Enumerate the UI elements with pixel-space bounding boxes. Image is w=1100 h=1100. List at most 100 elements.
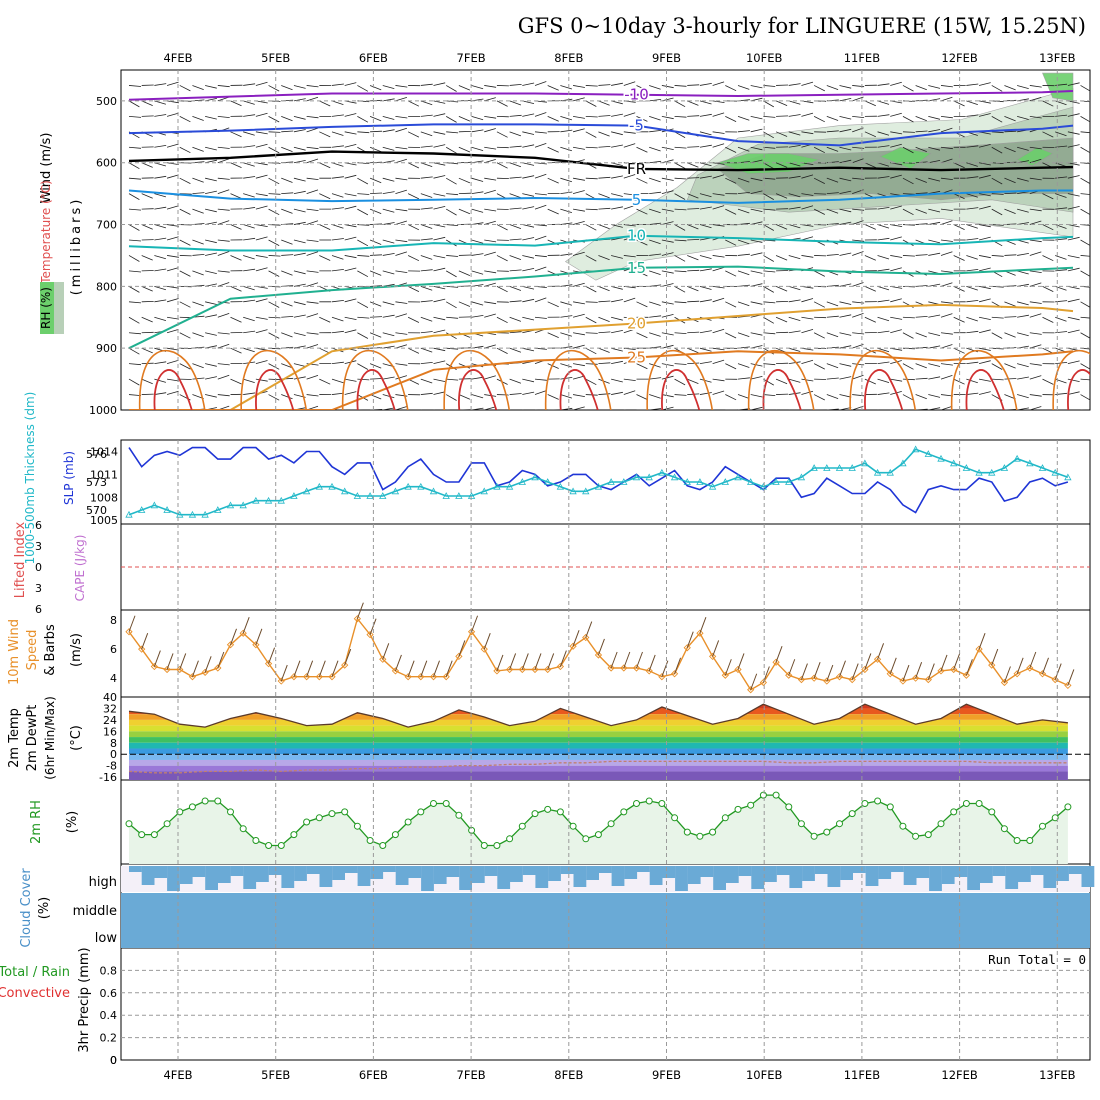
thickness-point <box>823 464 831 471</box>
pressure-tick: 600 <box>96 157 117 170</box>
wind-barb <box>636 116 648 122</box>
wind-barb <box>649 222 662 225</box>
wind-barb <box>788 100 801 105</box>
isotherm-30-lobe <box>255 369 295 410</box>
isotherm-25-lobe <box>646 349 714 410</box>
wind-barb <box>1067 131 1080 135</box>
temp-band <box>129 765 1068 772</box>
cloud-high-bar <box>154 866 168 878</box>
wind-barb <box>737 177 750 183</box>
wind-barb <box>712 285 725 289</box>
wind-barb <box>560 85 573 90</box>
wind-barb <box>661 394 674 398</box>
wind-barb <box>826 177 839 183</box>
wind-barb <box>509 224 522 229</box>
wind-barb <box>725 85 737 92</box>
wind-barb <box>890 378 903 382</box>
thickness-point <box>391 487 400 495</box>
wind-barb <box>369 363 382 369</box>
wind-barb <box>458 177 471 184</box>
wind-barb <box>268 146 280 154</box>
wind-barb <box>585 347 597 355</box>
wind-barb <box>991 146 1003 154</box>
wind-barb <box>205 146 217 151</box>
wind-barb <box>446 100 459 103</box>
wind-barb <box>268 270 280 277</box>
isotherm--10 <box>128 90 1074 101</box>
wind-barb <box>281 146 293 152</box>
wind-barb <box>687 224 699 230</box>
rh2m-point <box>531 810 539 818</box>
wind-barb <box>1080 193 1090 195</box>
wind-barb <box>940 220 953 225</box>
rh2m-point <box>138 831 146 839</box>
wind-barb <box>750 363 763 367</box>
wind-barb <box>230 255 242 261</box>
rh2m-point <box>861 800 869 807</box>
wind-barb <box>128 363 142 366</box>
rh2m-point <box>1064 803 1072 811</box>
wind-barb <box>496 100 508 107</box>
wind-barb <box>940 177 953 180</box>
wind-barb <box>167 316 179 320</box>
temp2m-tick: 32 <box>103 702 117 715</box>
wind-barb <box>293 376 306 380</box>
wind-barb <box>585 378 597 386</box>
wind-barb <box>433 298 446 303</box>
wind-barb <box>737 130 750 133</box>
isotherm-label: 15 <box>627 259 646 277</box>
wind-barb <box>243 237 256 241</box>
wind-barb <box>230 316 242 323</box>
wind-barb <box>344 236 357 241</box>
wind-barb <box>382 129 395 133</box>
wind-barb <box>370 316 383 318</box>
wind-barb <box>281 332 293 338</box>
wind-barb <box>775 378 788 385</box>
wind10-barb <box>597 638 605 656</box>
wind-barb <box>205 208 217 213</box>
rh2m-point <box>1039 822 1046 830</box>
wind-barb <box>154 175 167 179</box>
wind-barb <box>534 204 547 210</box>
wind-barb <box>649 332 661 337</box>
wind-barb <box>496 162 508 169</box>
wind-barb <box>966 176 979 179</box>
wind-barb <box>192 115 204 121</box>
wind-barb <box>268 177 280 185</box>
wind-barb <box>331 83 344 86</box>
wind-barb <box>623 297 636 303</box>
wind-barb <box>128 286 140 293</box>
wind-barb <box>128 316 140 324</box>
wind-barb <box>560 253 573 256</box>
wind-barb <box>1067 206 1080 210</box>
wind-barb <box>1080 316 1090 319</box>
wind-barb <box>940 363 953 366</box>
wind-barb <box>509 207 522 210</box>
wind-barb <box>560 115 573 121</box>
wind-barb <box>1029 85 1042 88</box>
wind-barb <box>1004 316 1017 318</box>
wind-barb <box>522 224 535 228</box>
wind-barb <box>129 409 130 410</box>
wind-barb <box>585 146 598 149</box>
wind-barb <box>572 394 585 397</box>
cloud-high-bar <box>281 866 295 888</box>
wind-barb <box>509 131 522 137</box>
wind-barb <box>763 363 776 366</box>
date-label-top: 11FEB <box>844 51 881 65</box>
wind-barb <box>788 347 801 352</box>
wind-barb <box>978 174 991 179</box>
wind-barb <box>522 162 535 166</box>
wind-barb <box>991 363 1003 370</box>
wind-barb <box>420 409 423 410</box>
wind-barb <box>230 378 242 385</box>
wind-barb <box>737 377 750 380</box>
wind10-point <box>797 675 806 684</box>
wind-barb <box>433 82 446 86</box>
wind-barb <box>788 316 801 321</box>
wind-barb <box>484 146 497 150</box>
wind-barb <box>484 344 496 349</box>
cloud-high-bar <box>751 866 765 889</box>
rh2m-point <box>962 800 970 807</box>
wind10-point <box>937 667 945 675</box>
